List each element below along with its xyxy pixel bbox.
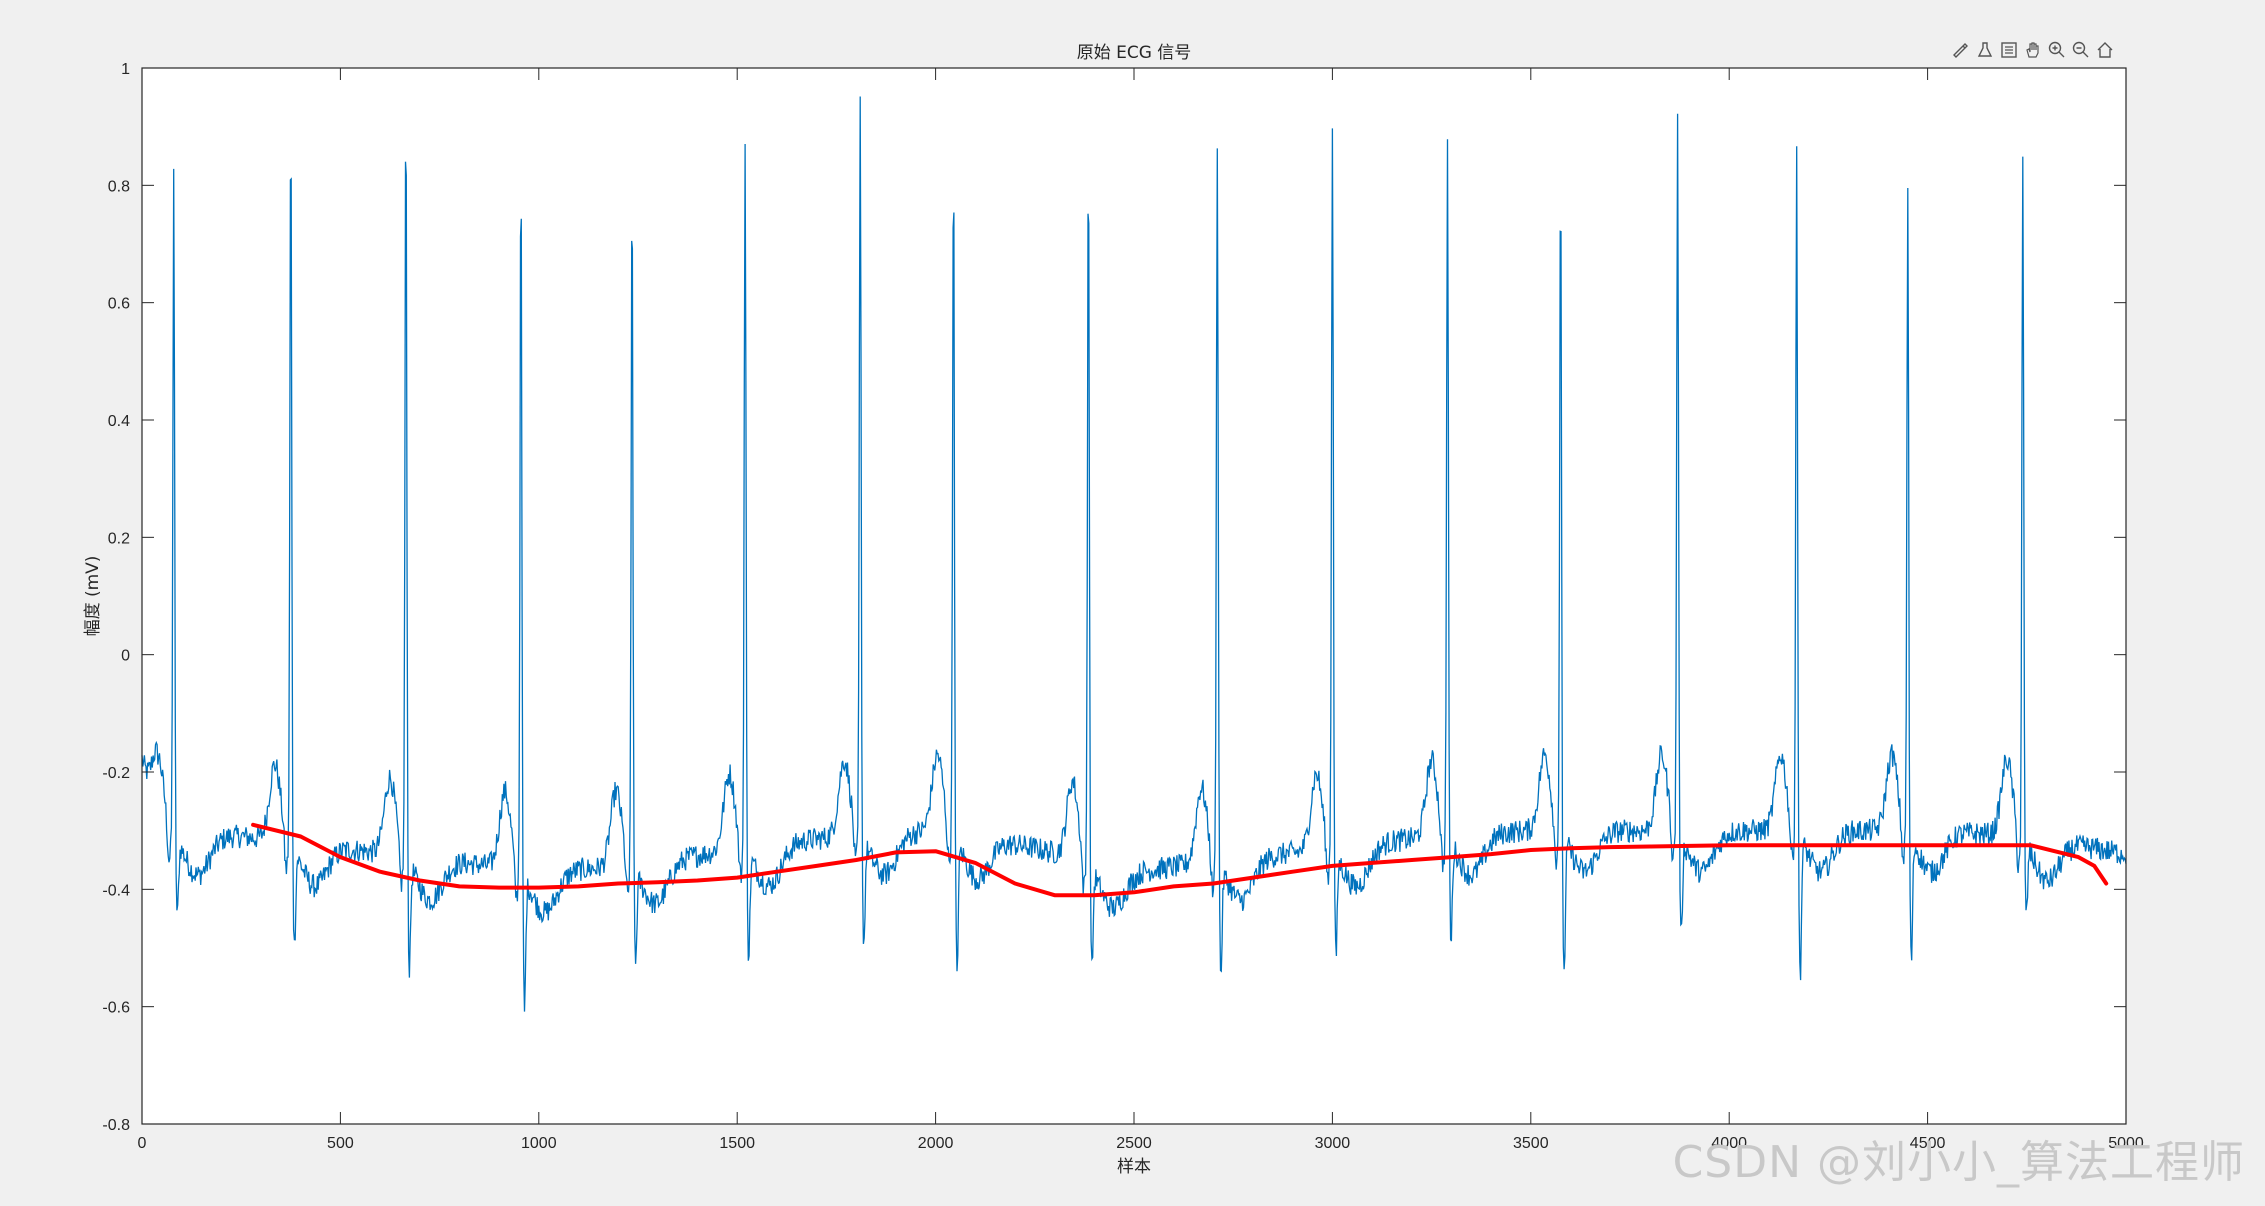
baseline-point [1767, 843, 1771, 847]
baseline-point [814, 864, 819, 868]
y-tick-label: -0.4 [102, 882, 130, 899]
home-icon[interactable] [2094, 38, 2116, 62]
y-tick-label: -0.2 [102, 765, 130, 782]
pan-icon[interactable] [2022, 38, 2044, 62]
baseline-point [378, 870, 382, 874]
baseline-point [338, 855, 342, 859]
baseline-point [1648, 844, 1652, 849]
baseline-point [775, 870, 779, 874]
baseline-point [1727, 843, 1731, 847]
axis-ticks: 0 500 1000 1500 2000 2500 3000 3500 4000 4500 5000… [102, 61, 2143, 1152]
baseline-point [1053, 893, 1057, 897]
baseline-point [2052, 849, 2057, 853]
y-tick-label: 0.8 [108, 178, 130, 195]
x-tick-label: 2500 [1116, 1135, 1152, 1152]
baseline-point [973, 861, 977, 865]
baseline-point [1529, 848, 1533, 852]
baseline-point [894, 850, 898, 854]
x-tick-label: 5000 [2108, 1135, 2144, 1152]
baseline-point [1092, 893, 1096, 897]
baseline-point [576, 884, 581, 889]
chart-title: 原始 ECG 信号 [1077, 43, 1192, 63]
baseline-point [251, 823, 255, 827]
x-tick-label: 2000 [918, 1135, 954, 1152]
baseline-point [1926, 843, 1930, 847]
baseline-point [1687, 844, 1692, 848]
x-tick-label: 3000 [1315, 1135, 1351, 1152]
y-tick-label: 0.2 [108, 530, 130, 547]
baseline-point [1568, 846, 1573, 850]
x-tick-label: 0 [138, 1135, 147, 1152]
baseline-point [2104, 881, 2108, 886]
ecg-series-line [141, 96, 2127, 1012]
baseline-point [1172, 884, 1176, 889]
baseline-point [299, 834, 303, 839]
baseline-point [1291, 870, 1295, 874]
y-tick-label: 0.4 [108, 413, 130, 430]
y-tick-label: 1 [121, 61, 130, 78]
baseline-point [497, 885, 501, 890]
baseline-point [1886, 843, 1890, 847]
plot-traces [141, 96, 2127, 1012]
baseline-point [2005, 843, 2009, 847]
baseline-point [1370, 861, 1374, 865]
baseline-point [2076, 855, 2080, 859]
watermark: CSDN @刘小小_算法工程师 [1672, 1137, 2245, 1188]
zoom-out-icon[interactable] [2070, 38, 2092, 62]
axes-background [142, 68, 2126, 1124]
y-tick-label: 0 [121, 648, 130, 665]
baseline-point [1846, 843, 1850, 847]
baseline-point [1965, 843, 1969, 847]
baseline-point [2092, 864, 2096, 868]
y-tick-label: -0.8 [102, 1117, 130, 1134]
baseline-point [695, 878, 700, 883]
x-tick-label: 4500 [1910, 1135, 1946, 1152]
axes-toolbar [1950, 38, 2116, 66]
baseline-point [418, 878, 422, 883]
baseline-point [616, 881, 620, 886]
x-tick-label: 1000 [521, 1135, 557, 1152]
baseline-point [735, 876, 739, 880]
x-axis-label: 样本 [1117, 1157, 1151, 1177]
x-tick-label: 4000 [1711, 1135, 1747, 1152]
baseline-point [1410, 858, 1414, 862]
baseline-point [1608, 845, 1612, 849]
baseline-point [537, 885, 541, 890]
baseline-point [457, 884, 462, 889]
baseline-point [2029, 843, 2033, 847]
brush-icon[interactable] [1950, 38, 1972, 62]
baseline-point [1330, 864, 1334, 868]
x-tick-label: 3500 [1513, 1135, 1549, 1152]
baseline-point [1013, 881, 1017, 886]
data-tip-icon[interactable] [1974, 38, 1996, 62]
baseline-point [656, 880, 660, 884]
y-tick-label: -0.6 [102, 1000, 130, 1017]
legend-icon[interactable] [1998, 38, 2020, 62]
baseline-point [1806, 843, 1811, 847]
baseline-point [1211, 881, 1215, 886]
baseline-point [854, 858, 858, 862]
baseline-point [934, 849, 938, 853]
baseline-point [1132, 890, 1136, 894]
baseline-point [1449, 855, 1454, 859]
x-tick-label: 1500 [719, 1135, 755, 1152]
y-tick-label: 0.6 [108, 296, 130, 313]
baseline-point [1489, 852, 1493, 856]
baseline-point [1251, 876, 1255, 880]
baseline-trend-line [251, 822, 2109, 898]
x-tick-label: 500 [327, 1135, 354, 1152]
y-axis-label: 幅度 (mV) [83, 556, 103, 637]
zoom-in-icon[interactable] [2046, 38, 2068, 62]
